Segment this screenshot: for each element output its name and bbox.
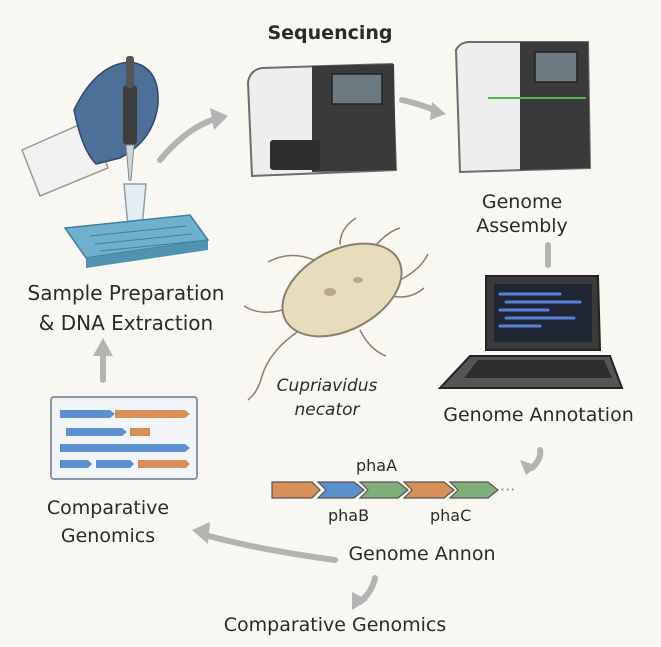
flagellum [247, 329, 301, 401]
label-organism-line2: necator [294, 400, 360, 420]
align-row-4-blue [60, 460, 92, 468]
label-genome-annon: Genome Annon [348, 543, 496, 565]
pipette-body [123, 85, 137, 145]
arrowhead-sample [93, 338, 113, 356]
gene-phaB-blue [316, 481, 365, 499]
align-row-1-blue [60, 410, 115, 418]
arrowhead-annotation [520, 460, 538, 475]
label-comparative-genomics-bottom: Comparative Genomics [223, 614, 447, 636]
label-genome-annotation: Genome Annotation [443, 404, 634, 426]
arrow-heads [93, 102, 538, 610]
arrowhead-comparative [192, 522, 210, 544]
gene-label-phaA: phaA [356, 456, 398, 475]
gene-cluster [271, 481, 499, 499]
label-genome-assembly-line1: Genome [481, 191, 563, 213]
label-comparative-genomics: Comparative Genomics [28, 494, 188, 550]
gene-label-phaB: phaB [328, 506, 370, 525]
align-row-1-orange [115, 410, 190, 418]
arrow-sequencing-to-assembly [399, 97, 437, 113]
align-row-4-blue-b [96, 460, 134, 468]
assembly-machine-icon [454, 41, 592, 174]
assembly-machine-screen [534, 51, 578, 83]
bacterium-icon [243, 217, 429, 401]
pipette-tip [125, 144, 135, 181]
gene-orange-1 [271, 481, 321, 499]
label-genome-assembly: Genome Assembly [452, 190, 592, 238]
laptop-icon [437, 275, 624, 389]
sample-tray-side [86, 240, 208, 268]
screen-code-lines [498, 292, 582, 328]
gene-green-1 [358, 481, 409, 499]
tray-wells [89, 225, 199, 252]
arrowhead-sequencing [210, 108, 228, 130]
label-sample-preparation: Sample Preparation & DNA Extraction [6, 278, 246, 338]
label-sequencing: Sequencing [267, 22, 393, 44]
sequencer-machine-icon [246, 62, 398, 178]
label-comparative-line2: Genomics [60, 525, 156, 547]
label-sample-line2: & DNA Extraction [38, 311, 214, 335]
align-row-3-blue [60, 444, 190, 452]
arrow-sample-to-sequencing [157, 117, 215, 163]
label-organism-line1: Cupriavidus [276, 376, 378, 396]
label-genome-assembly-line2: Assembly [476, 215, 568, 237]
arrowhead-assembly [430, 102, 446, 120]
gene-label-phaC: phaC [430, 506, 472, 525]
gene-orange-2 [402, 481, 455, 499]
gene-green-2 [448, 481, 499, 499]
flow-arrows [100, 97, 551, 605]
sequencer-drawer [270, 140, 320, 170]
cell-spot-2 [353, 277, 363, 283]
glove [73, 61, 159, 165]
cell-spot-1 [324, 288, 336, 296]
gloved-hand-pipette-icon [21, 56, 210, 268]
label-comparative-line1: Comparative [46, 497, 170, 519]
label-sample-line1: Sample Preparation [27, 281, 225, 305]
pili [243, 217, 429, 357]
laptop-keyboard [464, 360, 612, 378]
label-organism: Cupriavidus necator [262, 374, 392, 422]
gene-ellipsis: ··· [500, 480, 516, 499]
align-row-4-orange [138, 460, 190, 468]
cell-body [281, 242, 403, 338]
arrow-annon-to-comparative [202, 532, 338, 563]
pipette-plunger [126, 56, 134, 88]
alignment-window-icon [50, 396, 198, 480]
sequencer-screen [331, 73, 383, 105]
align-row-2-blue [66, 428, 127, 436]
align-row-2-orange [130, 428, 150, 436]
arrowhead-bottom [352, 592, 368, 610]
